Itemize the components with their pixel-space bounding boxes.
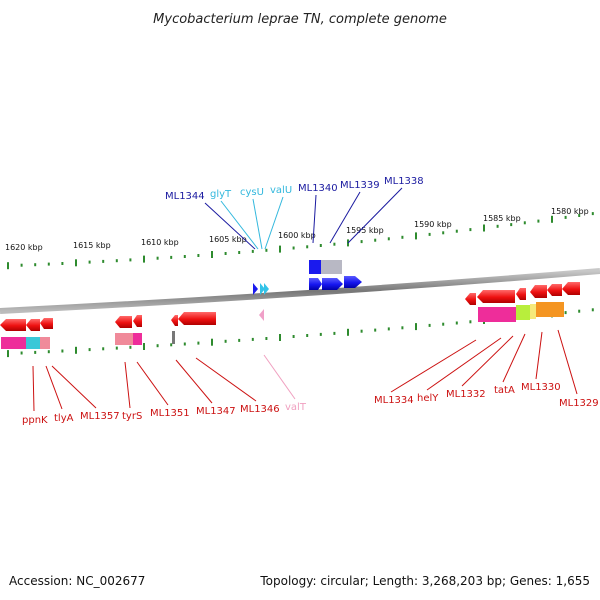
gene-arrow-ml1340[interactable] [309,278,322,290]
leader-line [195,357,257,402]
leader-line [347,187,403,244]
gene-block-ppnk[interactable] [1,337,26,349]
kbp-label: 1595 kbp [346,226,384,235]
leader-line [461,335,514,387]
gene-arrow-ml1347[interactable] [171,315,178,326]
gene-label-tlya[interactable]: tlyA [54,413,74,424]
leader-line [220,200,259,250]
gene-arrow-hely[interactable] [477,290,515,303]
leader-line [264,196,284,250]
leader-line [390,339,477,393]
kbp-label: 1610 kbp [141,238,179,247]
gene-block-hely[interactable] [478,307,516,322]
accession-text: Accession: NC_002677 [9,574,146,588]
gene-arrow-ml1351[interactable] [133,315,142,327]
kbp-label: 1615 kbp [73,241,111,250]
kbp-tick-track-top [7,212,594,270]
gene-label-ml1340[interactable]: ML1340 [298,183,338,194]
leader-line [535,331,543,380]
trna-arrow-glyt[interactable] [253,283,258,295]
kbp-label: 1600 kbp [278,231,316,240]
gene-label-tyrs[interactable]: tyrS [122,411,142,422]
label-leader-lines [32,187,578,412]
gene-label-ml1339[interactable]: ML1339 [340,180,380,191]
gene-block-ml1339[interactable] [321,260,342,274]
gene-block-ml1340[interactable] [309,260,321,274]
gene-label-ml1338[interactable]: ML1338 [384,176,424,187]
trna-arrow-valu[interactable] [264,283,269,295]
leader-line [175,359,213,404]
leader-line [329,191,361,244]
gene-block-tyrs[interactable] [115,333,133,345]
gene-arrow-tyrs[interactable] [115,316,132,328]
gene-arrow-ml1329[interactable] [562,282,580,295]
gene-block-ml1330[interactable] [536,302,564,317]
map-title: Mycobacterium leprae TN, complete genome [153,12,447,27]
gene-arrow-ml1334[interactable] [465,293,476,305]
gene-arrow-ml1357[interactable] [40,318,53,329]
gene-label-ppnk[interactable]: ppnK [22,415,48,426]
kbp-label: 1605 kbp [209,235,247,244]
leader-line [51,365,97,409]
gene-block-ml1357[interactable] [40,337,50,349]
gene-block-ml1351[interactable] [133,333,142,345]
trna-arrow-valt[interactable] [259,309,264,321]
gene-label-ml1329[interactable]: ML1329 [559,398,599,409]
leader-line [136,361,169,406]
gene-label-ml1334[interactable]: ML1334 [374,395,414,406]
kbp-label: 1620 kbp [5,243,43,252]
gene-label-ml1347[interactable]: ML1347 [196,406,236,417]
leader-line [32,365,35,412]
gene-arrow-ml1330[interactable] [547,284,562,296]
leader-line [263,354,296,400]
leader-line [312,194,317,244]
leader-line [124,361,131,409]
gene-label-ml1330[interactable]: ML1330 [521,382,561,393]
kbp-label: 1585 kbp [483,214,521,223]
genome-summary-text: Topology: circular; Length: 3,268,203 bp… [260,574,590,588]
gene-label-hely[interactable]: helY [417,393,439,404]
gene-arrow-tlya[interactable] [26,319,40,331]
top-gene-labels: ML1344 glyT cysU valU ML1340 ML1339 ML13… [165,176,424,202]
gene-block-tlya[interactable] [26,337,40,349]
reverse-strand-features [0,282,580,349]
gene-label-valt[interactable]: valT [285,402,307,413]
gene-label-ml1357[interactable]: ML1357 [80,411,120,422]
kbp-label: 1580 kbp [551,207,589,216]
leader-line [204,202,256,250]
gene-arrow-ml1332[interactable] [516,288,526,300]
kbp-labels: 1620 kbp 1615 kbp 1610 kbp 1605 kbp 1600… [5,207,589,252]
gene-label-valu[interactable]: valU [270,185,292,196]
leader-line [557,329,578,395]
gene-arrow-ppnk[interactable] [0,319,26,331]
trna-arrow-cysu[interactable] [260,283,265,295]
gene-label-tata[interactable]: tatA [494,385,515,396]
leader-line [45,365,63,410]
gene-label-glyt[interactable]: glyT [210,189,232,200]
leader-line [252,198,263,250]
gene-arrow-ml1346[interactable] [178,312,216,325]
gene-arrow-ml1339[interactable] [322,278,343,290]
gene-block-ml1332[interactable] [516,305,530,320]
leader-line [426,337,502,391]
gene-label-ml1351[interactable]: ML1351 [150,408,190,419]
gene-arrow-ml1338[interactable] [344,276,362,288]
kbp-label: 1590 kbp [414,220,452,229]
gene-label-cysu[interactable]: cysU [240,187,264,198]
gene-label-ml1332[interactable]: ML1332 [446,389,486,400]
bottom-gene-labels: ppnK tlyA ML1357 tyrS ML1351 ML1347 ML13… [22,382,599,426]
gene-label-ml1346[interactable]: ML1346 [240,404,280,415]
genome-backbone [0,268,600,314]
gene-block-ml1347[interactable] [172,331,175,344]
gene-block-tata[interactable] [530,304,536,319]
gene-label-ml1344[interactable]: ML1344 [165,191,205,202]
forward-strand-features [253,260,362,295]
leader-line [502,333,526,383]
gene-arrow-tata[interactable] [530,285,547,298]
